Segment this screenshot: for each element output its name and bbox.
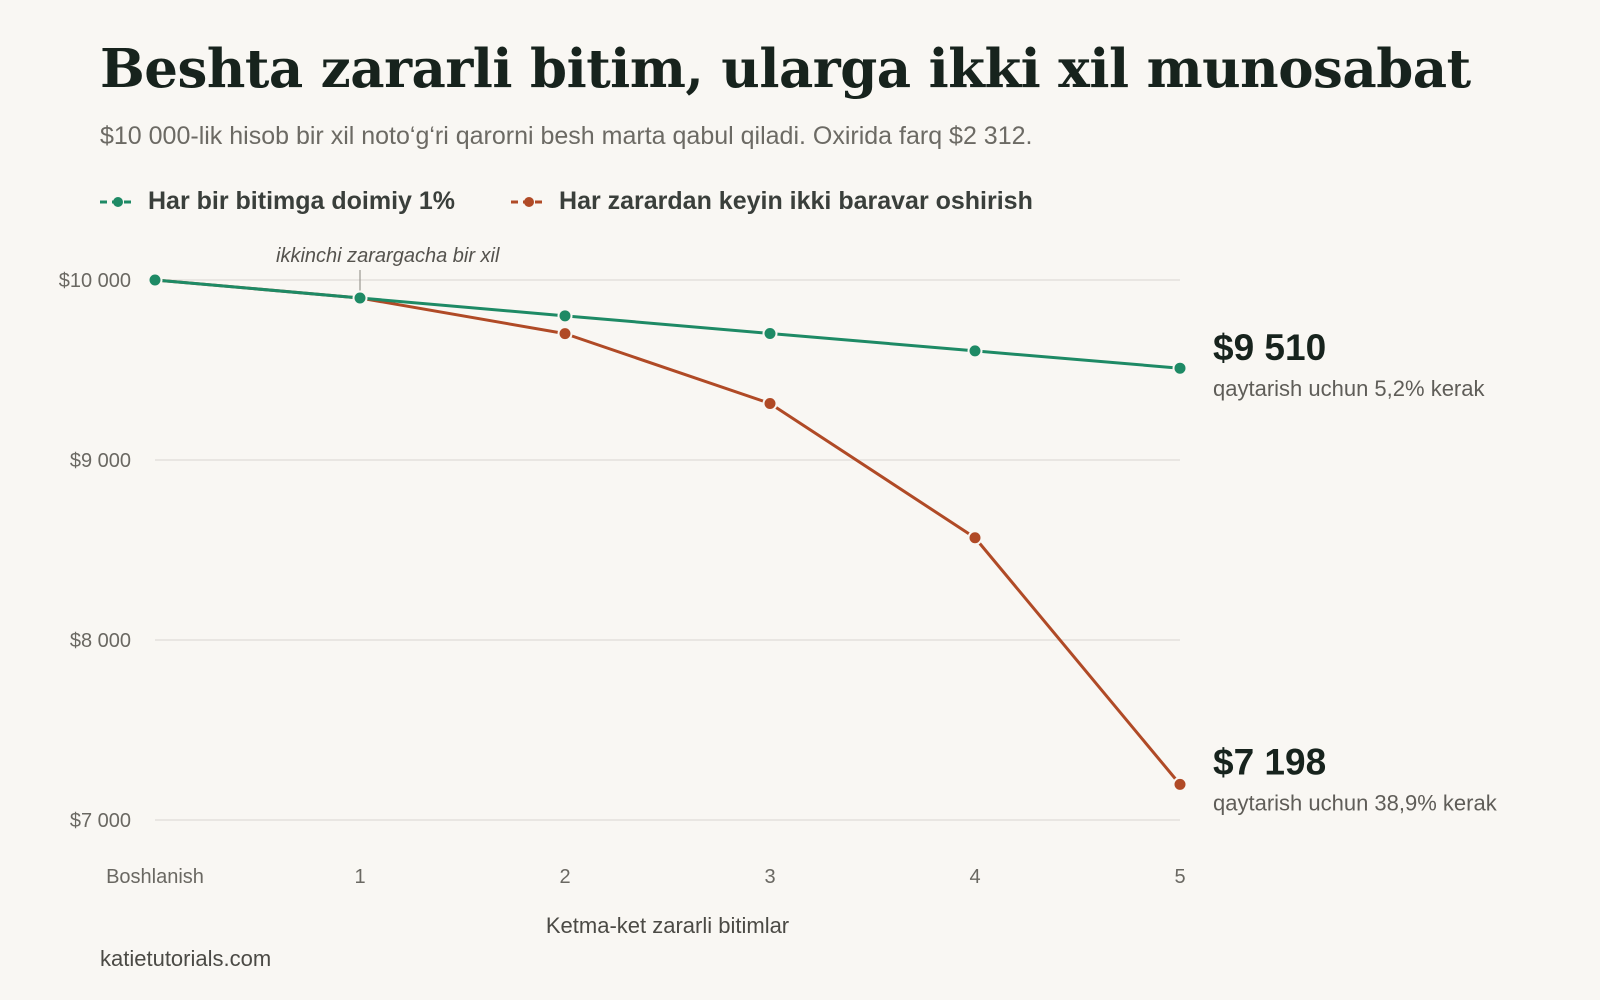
series-doubling [147, 272, 1188, 792]
data-point-fixed-0 [147, 272, 163, 288]
data-point-doubling-5 [1172, 776, 1188, 792]
data-point-fixed-2 [557, 308, 573, 324]
x-tick-label-4: 4 [969, 866, 980, 888]
legend-item-fixed: Har bir bitimga doimiy 1% [100, 187, 455, 216]
data-point-doubling-2 [557, 326, 573, 342]
annotations: ikkinchi zarargacha bir xil [276, 245, 500, 292]
data-point-fixed-5 [1172, 360, 1188, 376]
end-value-doubling: $7 198 [1213, 741, 1326, 782]
annotation-text-0: ikkinchi zarargacha bir xil [276, 245, 500, 267]
data-point-doubling-4 [967, 530, 983, 546]
series-fixed [147, 272, 1188, 376]
series-line-fixed [153, 278, 1182, 370]
x-tick-label-1: 1 [354, 866, 365, 888]
series [147, 272, 1188, 792]
legend-label-doubling: Har zarardan keyin ikki baravar oshirish [559, 187, 1033, 215]
x-tick-label-0: Boshlanish [106, 866, 204, 888]
x-tick-label-2: 2 [559, 866, 570, 888]
end-note-doubling: qaytarish uchun 38,9% kerak [1213, 790, 1498, 815]
y-tick-label-3: $7 000 [70, 810, 131, 832]
x-tick-label-5: 5 [1174, 866, 1185, 888]
legend-label-fixed: Har bir bitimga doimiy 1% [148, 187, 456, 215]
data-point-doubling-3 [762, 395, 778, 411]
grid-lines [155, 279, 1180, 821]
x-tick-label-3: 3 [764, 866, 775, 888]
end-note-fixed: qaytarish uchun 5,2% kerak [1213, 376, 1485, 401]
end-value-fixed: $9 510 [1213, 327, 1326, 368]
x-axis: Boshlanish 1 2 3 4 5 [106, 866, 1185, 888]
legend-item-doubling: Har zarardan keyin ikki baravar oshirish [511, 187, 1033, 216]
legend-swatch-doubling [511, 196, 548, 207]
data-point-fixed-3 [762, 325, 778, 341]
chart-title: Beshta zararli bitim, ularga ikki xil mu… [100, 38, 1471, 100]
y-tick-label-0: $10 000 [59, 270, 131, 292]
legend-swatch-fixed [100, 196, 136, 207]
end-labels: $9 510 qaytarish uchun 5,2% kerak $7 198 qa… [1213, 327, 1498, 815]
x-axis-title: Ketma-ket zararli bitimlar [546, 913, 789, 938]
y-tick-label-1: $9 000 [70, 450, 131, 472]
source-footer: katietutorials.com [100, 946, 272, 971]
y-tick-label-2: $8 000 [70, 630, 131, 652]
y-axis: $10 000 $9 000 $8 000 $7 000 [59, 270, 131, 832]
chart-subtitle: $10 000-lik hisob bir xil noto‘g‘ri qaro… [100, 122, 1033, 150]
data-point-fixed-4 [967, 343, 983, 359]
data-point-fixed-1 [352, 290, 368, 306]
legend: Har bir bitimga doimiy 1% Har zarardan k… [100, 187, 1033, 216]
